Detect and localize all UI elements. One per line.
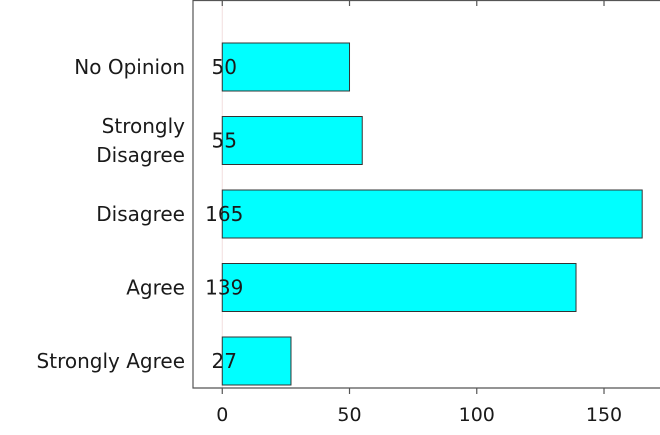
value-label-agree: 139 bbox=[205, 276, 243, 300]
category-labels-group: No Opinion Strongly Disagree Disagree Agree S… bbox=[37, 55, 186, 373]
category-label-strongly-agree: Strongly Agree bbox=[37, 349, 185, 373]
value-label-strongly-agree: 27 bbox=[212, 349, 237, 373]
value-label-no-opinion: 50 bbox=[212, 55, 237, 79]
bar-strongly-disagree bbox=[221, 116, 363, 165]
plot-frame bbox=[192, 0, 660, 389]
value-label-disagree: 165 bbox=[205, 202, 243, 226]
x-axis-ticks-group: 0 50 100 150 bbox=[216, 0, 622, 426]
category-label-no-opinion: No Opinion bbox=[74, 55, 185, 79]
bar-disagree bbox=[221, 189, 643, 239]
bar-strongly-agree bbox=[221, 336, 292, 386]
bar-agree bbox=[221, 263, 577, 312]
x-tick-label-0: 0 bbox=[216, 404, 228, 426]
category-label-strongly-disagree: Strongly Disagree bbox=[96, 114, 185, 167]
value-label-strongly-disagree: 55 bbox=[212, 129, 237, 153]
category-label-disagree: Disagree bbox=[96, 202, 185, 226]
bars-group bbox=[221, 42, 643, 386]
category-label-agree: Agree bbox=[126, 276, 185, 300]
bar-no-opinion bbox=[221, 42, 351, 92]
x-tick-label-100: 100 bbox=[459, 404, 495, 426]
x-tick-label-150: 150 bbox=[586, 404, 622, 426]
value-labels-group: 50 55 165 139 27 bbox=[205, 55, 243, 373]
x-tick-label-50: 50 bbox=[337, 404, 361, 426]
